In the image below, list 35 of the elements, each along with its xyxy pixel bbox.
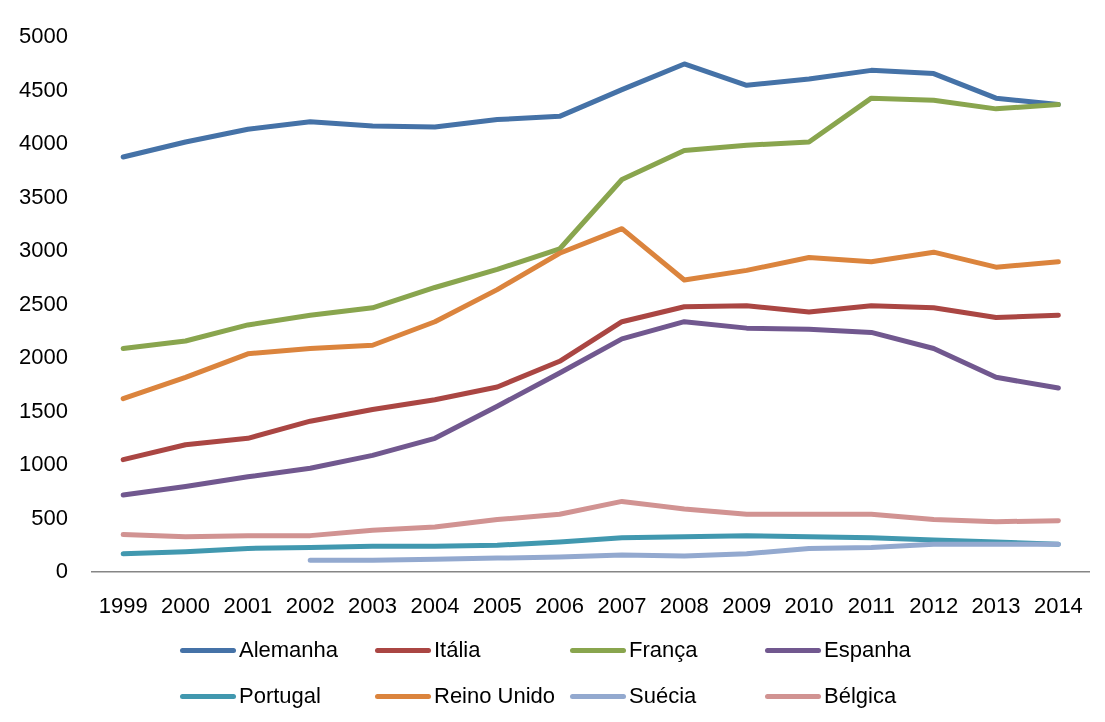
y-tick-label: 1500	[19, 397, 68, 423]
x-tick-label: 2013	[971, 593, 1021, 619]
y-tick-label: 500	[31, 504, 68, 530]
y-tick-label: 4000	[19, 130, 68, 156]
x-tick-label: 2000	[161, 593, 210, 619]
x-tick-label: 2014	[1033, 593, 1083, 619]
x-tick-label: 2006	[535, 593, 585, 619]
x-tick-label: 2002	[285, 593, 335, 619]
legend-label: França	[629, 637, 698, 663]
x-tick-label: 2008	[659, 593, 709, 619]
x-tick-label: 2012	[909, 593, 959, 619]
y-tick-label: 5000	[19, 23, 68, 49]
legend-label: Espanha	[824, 637, 911, 663]
x-tick-label: 2009	[722, 593, 772, 619]
legend-label: Suécia	[629, 683, 697, 709]
legend-label: Alemanha	[239, 637, 339, 663]
x-tick-label: 2011	[847, 593, 895, 619]
legend-label: Portugal	[239, 683, 321, 709]
y-tick-label: 3500	[19, 183, 68, 209]
x-tick-label: 2004	[410, 593, 460, 619]
legend-label: Itália	[434, 637, 481, 663]
y-tick-label: 3000	[19, 237, 68, 263]
y-tick-label: 0	[55, 558, 68, 584]
x-tick-label: 2010	[784, 593, 834, 619]
y-tick-label: 1000	[19, 451, 68, 477]
x-tick-label: 1999	[98, 593, 148, 619]
x-tick-label: 2005	[472, 593, 522, 619]
x-tick-label: 2007	[597, 593, 647, 619]
y-tick-label: 2500	[19, 290, 68, 316]
x-tick-label: 2003	[348, 593, 398, 619]
y-tick-label: 2000	[19, 344, 68, 370]
legend-label: Bélgica	[824, 683, 897, 709]
y-tick-label: 4500	[19, 76, 68, 102]
x-tick-label: 2001	[223, 593, 273, 619]
legend-label: Reino Unido	[434, 683, 556, 709]
